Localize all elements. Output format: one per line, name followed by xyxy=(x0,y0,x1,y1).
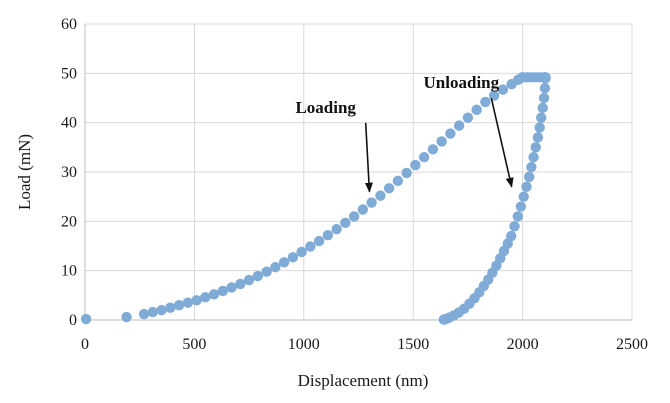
data-point-loading xyxy=(375,190,386,201)
data-point-unloading xyxy=(438,314,450,325)
data-point-unloading xyxy=(518,191,529,202)
data-point-loading xyxy=(383,183,395,194)
annotation-label: Unloading xyxy=(424,73,500,92)
data-point-loading xyxy=(261,266,272,277)
data-point-unloading xyxy=(537,102,548,114)
data-point-unloading xyxy=(530,142,541,153)
data-point-unloading xyxy=(528,152,539,163)
y-tick-label: 40 xyxy=(61,115,77,132)
x-tick-label: 1000 xyxy=(288,336,320,353)
x-tick-label: 0 xyxy=(81,336,89,353)
data-point-loading xyxy=(278,257,290,268)
data-point-loading xyxy=(182,297,194,308)
data-point-loading xyxy=(147,306,159,318)
data-point-loading xyxy=(436,136,447,147)
x-axis-title: Displacement (nm) xyxy=(298,371,429,390)
data-point-loading xyxy=(471,104,482,116)
data-point-unloading xyxy=(538,92,550,104)
data-point-loading xyxy=(313,235,325,247)
data-point-unloading xyxy=(534,122,545,133)
data-point-loading xyxy=(322,229,334,241)
data-point-loading xyxy=(480,96,491,108)
annotation-arrow xyxy=(364,122,373,193)
data-point-loading xyxy=(217,285,229,297)
data-point-loading xyxy=(305,241,316,252)
data-point-loading xyxy=(445,128,456,139)
data-point-unloading xyxy=(535,112,547,123)
data-point-loading xyxy=(226,282,237,293)
data-point-loading xyxy=(462,112,474,123)
x-tick-label: 2000 xyxy=(507,336,539,353)
data-point-unloading xyxy=(509,221,520,232)
data-point-loading xyxy=(165,302,176,313)
data-point-loading xyxy=(392,175,404,187)
data-point-loading xyxy=(497,84,509,95)
data-point-unloading xyxy=(523,171,535,183)
data-point-unloading xyxy=(521,181,532,192)
annotation-arrow xyxy=(490,97,514,188)
y-tick-label: 50 xyxy=(61,65,77,82)
data-point-loading xyxy=(296,246,307,258)
data-point-loading xyxy=(173,300,185,311)
data-point-loading xyxy=(208,289,220,300)
data-point-loading xyxy=(401,167,412,179)
data-point-loading xyxy=(453,120,465,131)
plot-frame xyxy=(84,24,632,321)
data-point-loading xyxy=(252,270,264,282)
data-point-loading xyxy=(270,262,281,273)
data-point-loading xyxy=(287,252,299,263)
data-point-loading xyxy=(340,217,351,229)
x-tick-label: 1500 xyxy=(397,336,429,353)
x-axis-ticks: 0 500 1000 1500 2000 2500 xyxy=(81,336,648,353)
data-point-unloading xyxy=(539,82,551,94)
y-axis-ticks: 0 10 20 30 40 50 60 xyxy=(61,16,77,329)
data-point-loading xyxy=(348,211,360,222)
annotation-label: Loading xyxy=(295,98,356,117)
data-point-unloading xyxy=(540,73,551,84)
data-point-loading xyxy=(200,292,211,303)
y-tick-label: 10 xyxy=(61,263,77,280)
y-axis-title: Load (mN) xyxy=(15,134,34,210)
data-point-loading xyxy=(243,274,255,286)
y-tick-label: 20 xyxy=(61,213,77,230)
data-point-loading xyxy=(80,313,92,325)
data-point-loading xyxy=(410,159,421,171)
data-point-loading xyxy=(191,295,202,306)
y-tick-label: 0 xyxy=(69,312,77,329)
data-point-loading xyxy=(357,204,369,215)
data-point-loading xyxy=(418,152,430,163)
x-tick-label: 500 xyxy=(182,336,206,353)
data-point-loading xyxy=(331,224,342,235)
data-point-unloading xyxy=(515,201,527,212)
x-tick-label: 2500 xyxy=(616,336,648,353)
annotations: Loading Unloading xyxy=(295,73,514,193)
y-tick-label: 60 xyxy=(61,16,77,33)
data-points xyxy=(80,72,551,325)
data-point-unloading xyxy=(532,132,544,143)
data-point-loading xyxy=(427,144,439,155)
data-point-loading xyxy=(366,197,377,208)
data-point-loading xyxy=(138,308,150,320)
data-point-loading xyxy=(235,278,246,290)
data-point-unloading xyxy=(526,161,537,173)
data-point-loading xyxy=(156,304,167,316)
data-point-unloading xyxy=(512,211,523,222)
grid xyxy=(84,23,633,321)
data-point-loading xyxy=(121,311,132,323)
y-tick-label: 30 xyxy=(61,164,77,181)
